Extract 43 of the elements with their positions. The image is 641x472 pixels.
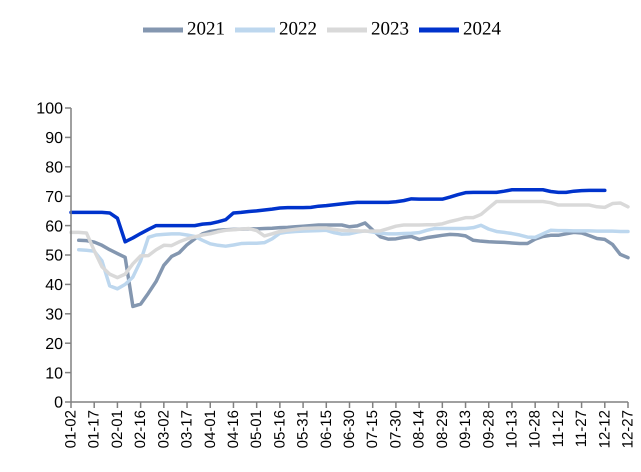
y-tick-label: 20 — [45, 336, 64, 353]
x-tick-label: 10-28 — [526, 410, 544, 448]
x-tick-label: 07-30 — [387, 410, 404, 448]
x-tick-label: 10-13 — [503, 410, 520, 448]
y-tick-label: 10 — [45, 365, 64, 382]
x-tick-label: 11-12 — [550, 410, 567, 448]
y-tick-label: 100 — [36, 100, 64, 118]
legend-label: 2024 — [463, 18, 501, 40]
y-tick-label: 40 — [45, 277, 64, 294]
x-tick-label: 08-14 — [410, 410, 428, 448]
x-tick-label: 09-13 — [457, 410, 474, 448]
y-tick-label: 60 — [45, 218, 64, 236]
x-tick-label: 07-15 — [364, 410, 382, 448]
x-tick-label: 06-30 — [341, 410, 358, 448]
y-tick-label: 90 — [45, 130, 64, 148]
y-tick-label: 30 — [45, 306, 64, 324]
legend-label: 2023 — [371, 18, 409, 40]
x-tick-label: 04-01 — [202, 410, 219, 448]
y-tick-label: 0 — [54, 394, 64, 412]
x-tick-label: 11-27 — [573, 410, 590, 448]
line-series — [76, 224, 630, 291]
legend-label: 2021 — [187, 18, 225, 40]
y-tick-label: 70 — [45, 188, 64, 206]
x-tick-label: 12-12 — [596, 410, 614, 448]
y-tick-label: 80 — [45, 159, 64, 176]
line-series — [69, 200, 630, 280]
x-tick-label: 04-16 — [224, 410, 242, 448]
x-tick-label: 06-15 — [318, 410, 335, 448]
x-tick-label: 03-17 — [178, 410, 196, 448]
line-series — [69, 188, 607, 244]
x-tick-label: 02-16 — [132, 410, 150, 448]
x-tick-label: 02-01 — [108, 410, 126, 448]
x-tick-label: 05-31 — [294, 410, 312, 448]
x-tick-label: 03-02 — [155, 410, 172, 448]
x-tick-label: 05-01 — [248, 410, 266, 448]
legend-label: 2022 — [279, 18, 317, 40]
x-tick-label: 12-27 — [620, 410, 636, 448]
y-tick-label: 50 — [45, 248, 64, 265]
x-tick-label: 09-28 — [480, 410, 498, 448]
x-tick-label: 05-16 — [271, 410, 288, 448]
x-tick-label: 01-17 — [86, 410, 103, 448]
x-tick-label: 01-02 — [62, 410, 80, 448]
x-tick-label: 08-29 — [434, 410, 451, 448]
